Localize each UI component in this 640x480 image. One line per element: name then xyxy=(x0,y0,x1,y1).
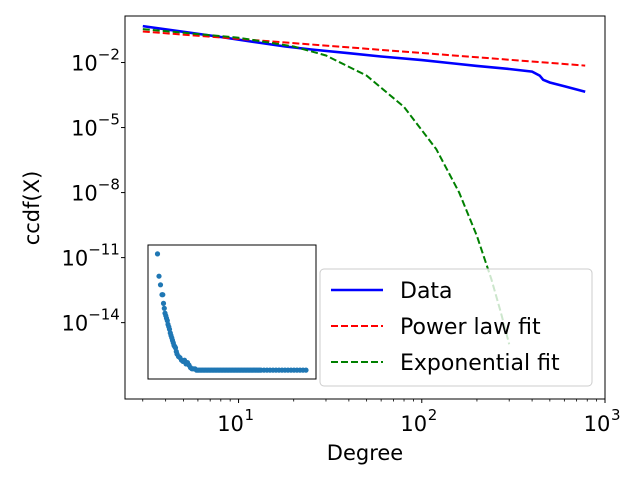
x-tick-label: 10 xyxy=(400,412,427,436)
y-tick-exponent: −2 xyxy=(98,46,120,64)
x-tick-label: 10 xyxy=(584,412,611,436)
inset-points xyxy=(154,251,309,373)
inset-point xyxy=(157,282,164,288)
legend: Data Power law fit Exponential fit xyxy=(319,268,593,387)
y-axis-label: ccdf(X) xyxy=(20,171,44,246)
x-tick-label: 10 xyxy=(217,412,244,436)
inset-point xyxy=(160,300,167,306)
y-tick-label: 10 xyxy=(71,182,98,206)
x-axis-ticks: 10 1 10 2 10 3 xyxy=(142,399,621,436)
legend-label-power-law: Power law fit xyxy=(400,315,541,340)
y-tick-exponent: −11 xyxy=(88,241,120,259)
inset-point xyxy=(156,273,162,279)
inset-point xyxy=(154,251,161,257)
series-line-data xyxy=(142,24,586,93)
y-tick-exponent: −14 xyxy=(88,306,120,324)
inset-point xyxy=(161,305,167,311)
inset-frame xyxy=(147,244,317,380)
y-tick-label: 10 xyxy=(71,52,98,76)
inset-scatter xyxy=(147,244,317,380)
legend-label-data: Data xyxy=(400,279,453,304)
y-tick-label: 10 xyxy=(71,117,98,141)
x-tick-exponent: 1 xyxy=(245,406,255,424)
x-tick-exponent: 3 xyxy=(611,406,621,424)
x-axis-label: Degree xyxy=(327,441,403,465)
y-tick-exponent: −8 xyxy=(98,176,120,194)
y-tick-label: 10 xyxy=(61,247,88,271)
y-tick-exponent: −5 xyxy=(98,111,120,129)
x-tick-exponent: 2 xyxy=(428,406,438,424)
legend-box xyxy=(319,268,593,387)
legend-label-exponential: Exponential fit xyxy=(400,351,560,376)
plot-frame xyxy=(124,15,606,400)
series-line-power-law-fit xyxy=(142,30,586,67)
inset-point xyxy=(160,292,166,298)
y-tick-label: 10 xyxy=(61,312,88,336)
inset-point xyxy=(303,367,309,373)
